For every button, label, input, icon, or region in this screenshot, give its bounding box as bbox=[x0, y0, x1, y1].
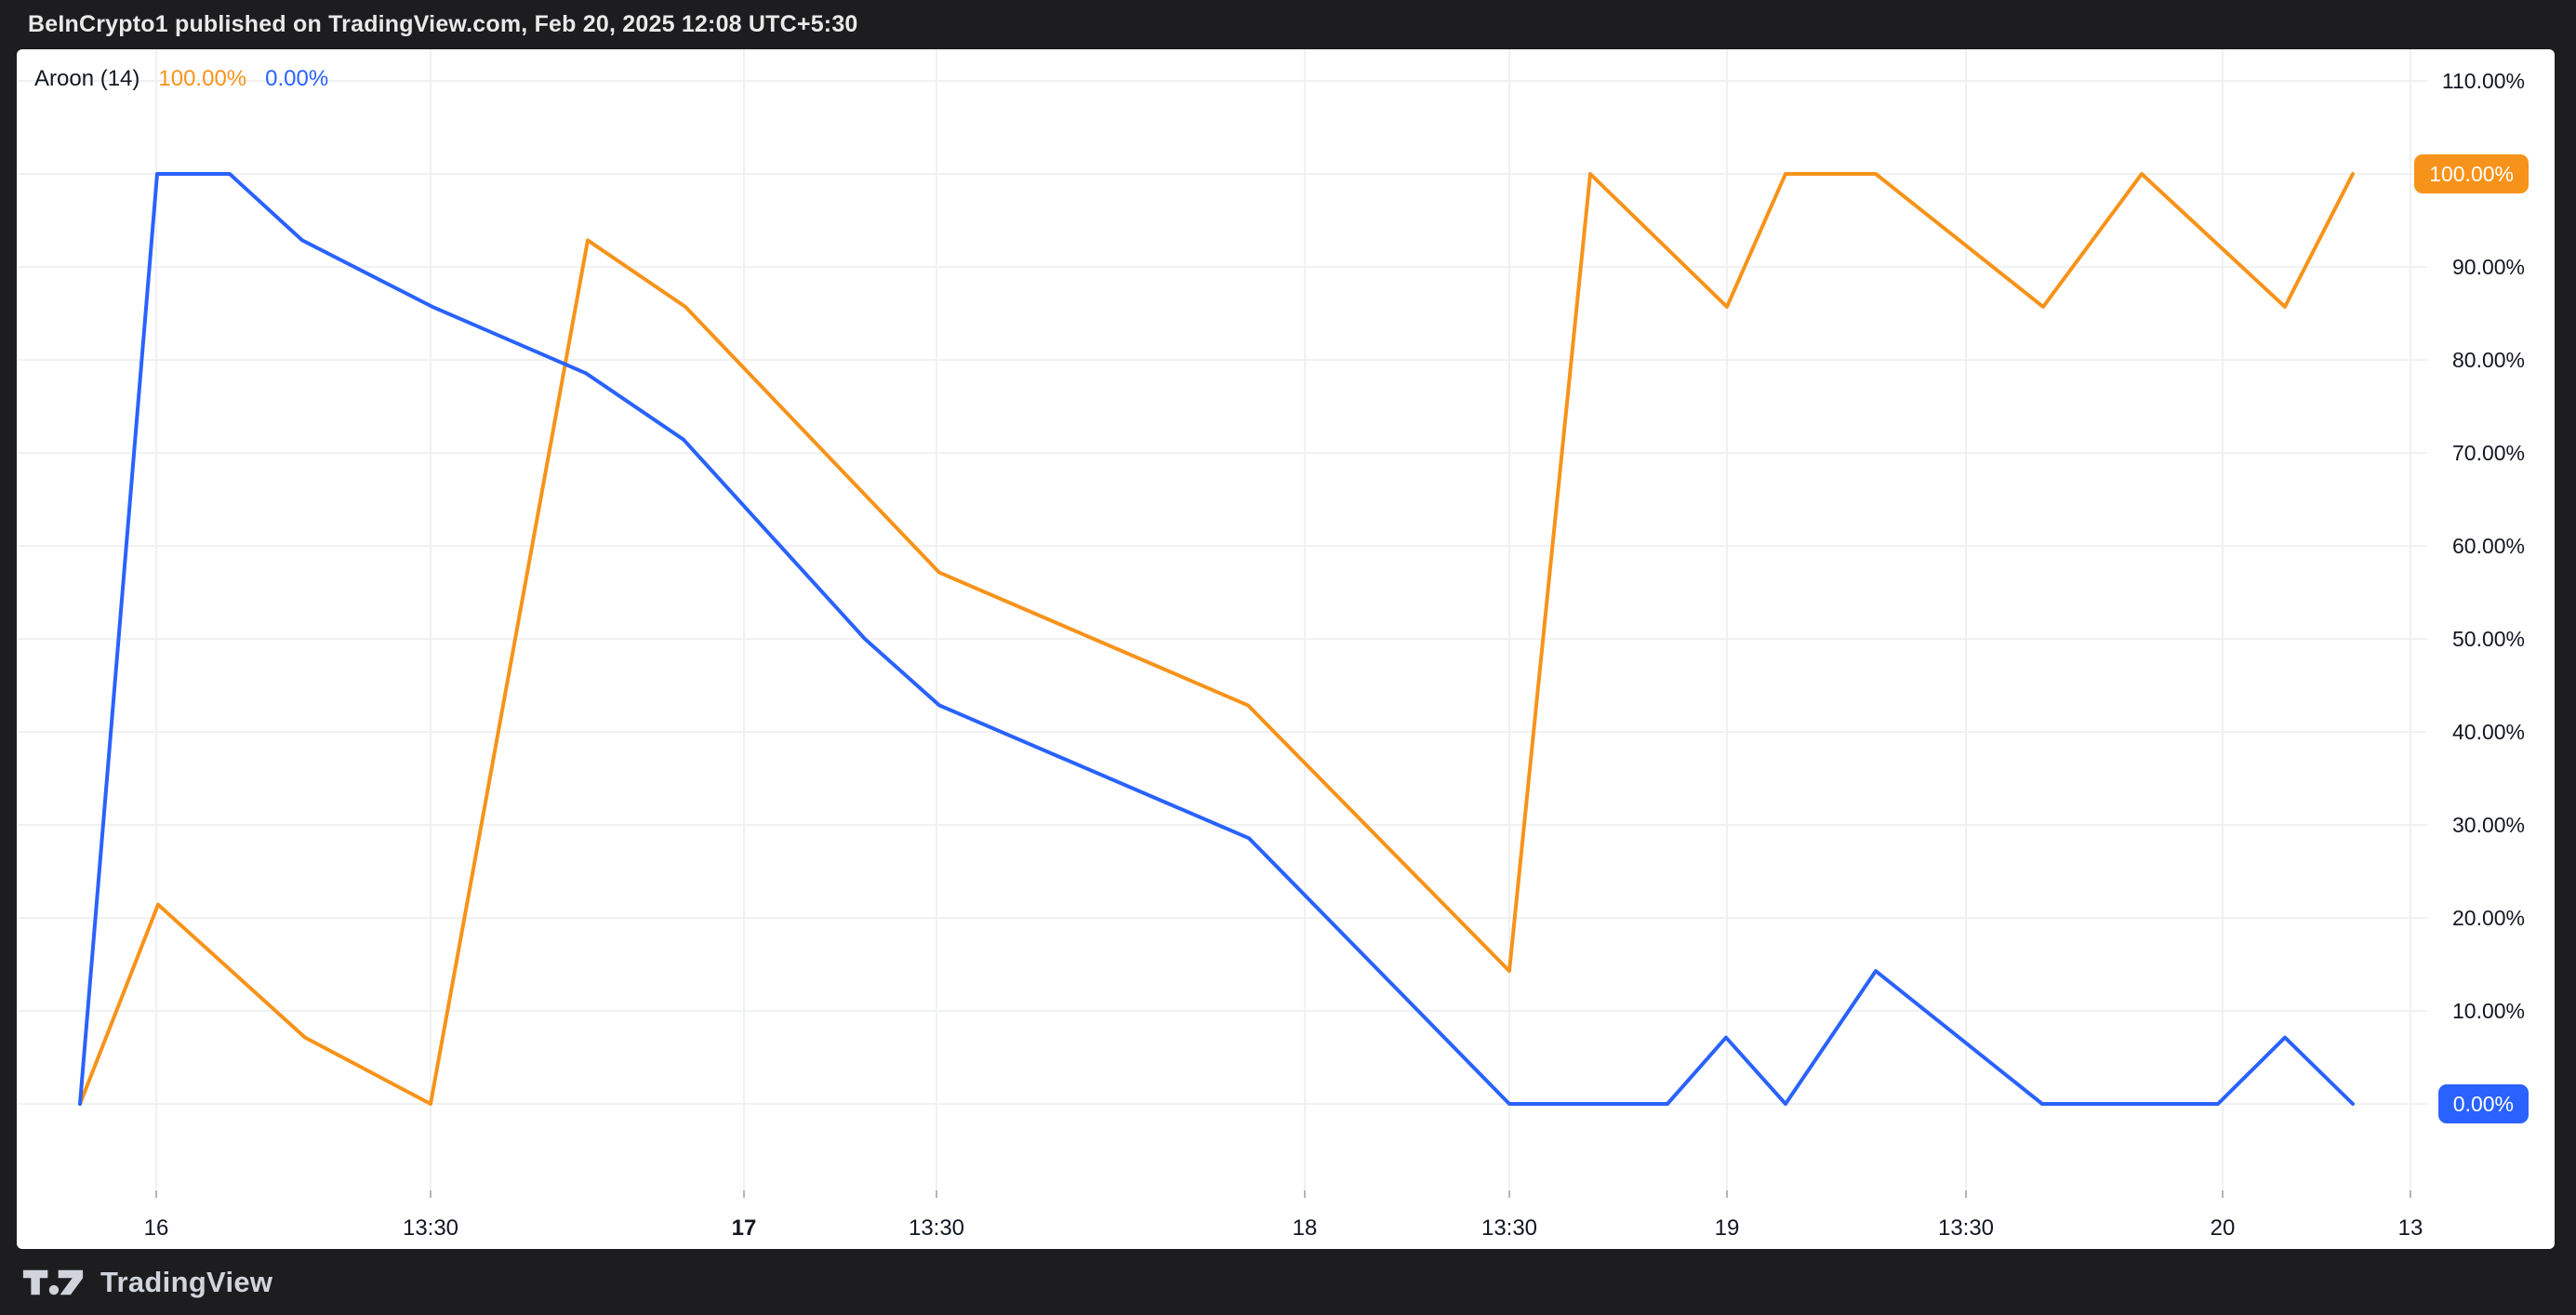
x-axis-label: 17 bbox=[731, 1215, 757, 1241]
y-axis-label: 60.00% bbox=[2451, 534, 2525, 558]
indicator-legend: Aroon (14) 100.00% 0.00% bbox=[34, 66, 328, 92]
indicator-title: Aroon (14) bbox=[34, 66, 140, 91]
aroon-up-line bbox=[78, 172, 2355, 1106]
y-axis-label: 30.00% bbox=[2451, 813, 2525, 837]
y-axis-label: 80.00% bbox=[2451, 348, 2525, 372]
x-axis-label: 13 bbox=[2397, 1215, 2423, 1241]
x-axis-label: 18 bbox=[1292, 1215, 1318, 1241]
y-axis-label: 20.00% bbox=[2451, 906, 2525, 930]
x-axis-label: 13:30 bbox=[402, 1215, 459, 1241]
y-axis-label: 70.00% bbox=[2451, 441, 2525, 465]
aroon-down-line bbox=[78, 172, 2355, 1106]
footer-bar: TradingView bbox=[0, 1249, 2576, 1315]
x-axis-label: 13:30 bbox=[908, 1215, 965, 1241]
y-axis-label: 10.00% bbox=[2451, 999, 2525, 1023]
price-badge-down: 0.00% bbox=[2437, 1084, 2529, 1123]
aroon-down-value: 0.00% bbox=[265, 66, 329, 91]
chart-panel: Aroon (14) 100.00% 0.00% 110.00% 90.00% 80… bbox=[17, 49, 2555, 1249]
x-axis-label: 13:30 bbox=[1481, 1215, 1538, 1241]
y-axis-label: 110.00% bbox=[2441, 69, 2525, 93]
y-axis-label: 40.00% bbox=[2451, 720, 2525, 744]
y-axis-label: 90.00% bbox=[2451, 255, 2525, 279]
x-axis-label: 19 bbox=[1714, 1215, 1740, 1241]
y-axis-label: 50.00% bbox=[2451, 627, 2525, 651]
aroon-up-value: 100.00% bbox=[158, 66, 247, 91]
x-axis-label: 16 bbox=[143, 1215, 169, 1241]
header-bar: BeInCrypto1 published on TradingView.com… bbox=[0, 0, 2576, 49]
x-axis-label: 13:30 bbox=[1937, 1215, 1995, 1241]
tradingview-brand-text[interactable]: TradingView bbox=[100, 1265, 273, 1298]
publish-caption: BeInCrypto1 published on TradingView.com… bbox=[28, 11, 858, 37]
aroon-chart bbox=[17, 49, 2427, 1198]
tradingview-logo-icon[interactable] bbox=[20, 1267, 86, 1298]
price-badge-up: 100.00% bbox=[2414, 154, 2529, 193]
x-axis-label: 20 bbox=[2210, 1215, 2236, 1241]
